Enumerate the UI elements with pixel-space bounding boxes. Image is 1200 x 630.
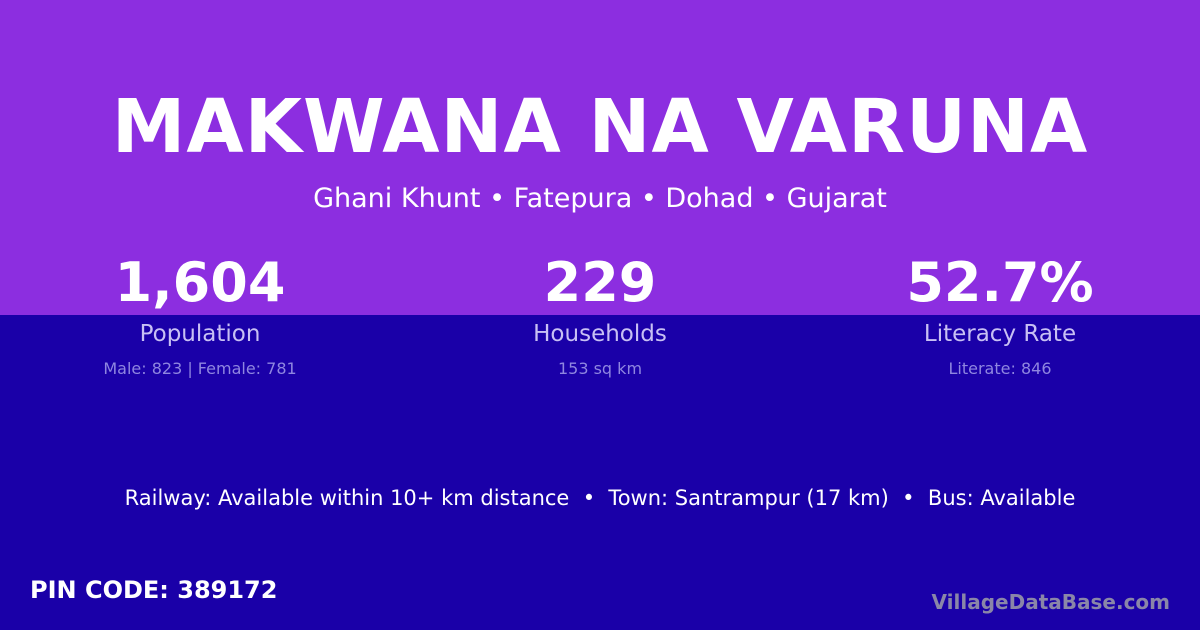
stat-label: Population <box>139 321 261 347</box>
brand-watermark: VillageDataBase.com <box>931 590 1170 614</box>
village-title: MAKWANA NA VARUNA <box>111 84 1089 170</box>
location-breadcrumb: Ghani Khunt • Fatepura • Dohad • Gujarat <box>313 183 887 214</box>
stat-value: 1,604 <box>114 251 286 314</box>
stat-value: 52.7% <box>906 251 1094 314</box>
stat-detail: Male: 823 | Female: 781 <box>103 359 297 378</box>
pin-code: PIN CODE: 389172 <box>30 576 278 604</box>
stat-label: Households <box>533 321 667 347</box>
stat-detail: Literate: 846 <box>948 359 1052 378</box>
stat-detail: 153 sq km <box>557 359 643 378</box>
stat-population: 1,604 Population Male: 823 | Female: 781 <box>0 250 400 378</box>
stat-households: 229 Households 153 sq km <box>400 250 800 378</box>
stat-value: 229 <box>543 251 657 314</box>
stat-literacy: 52.7% Literacy Rate Literate: 846 <box>800 250 1200 378</box>
stat-label: Literacy Rate <box>923 321 1077 347</box>
header-band <box>0 0 1200 315</box>
transport-info: Railway: Available within 10+ km distanc… <box>124 486 1076 510</box>
